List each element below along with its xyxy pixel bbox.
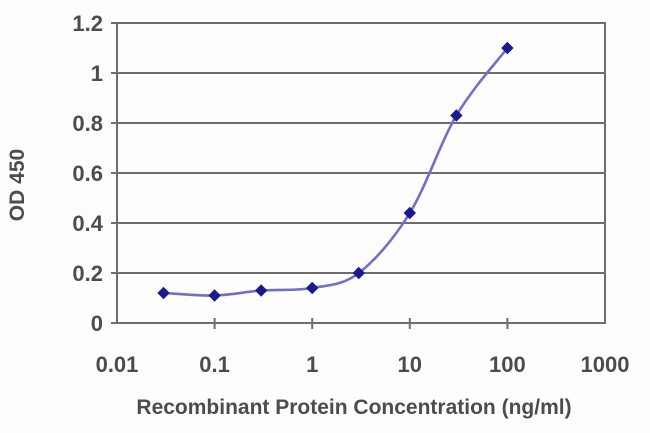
data-point-marker: [305, 281, 319, 295]
data-point-marker: [157, 286, 170, 300]
x-tick-label: 1: [306, 352, 318, 377]
gridlines: [117, 72, 605, 274]
data-series-line: [163, 47, 509, 297]
y-tick-label: 1: [91, 61, 103, 86]
x-axis-title: Recombinant Protein Concentration (ng/ml…: [136, 396, 571, 419]
x-tick-label: 100: [489, 352, 526, 377]
data-point-marker: [352, 266, 365, 280]
data-point-marker: [450, 109, 463, 122]
y-tick-label: 0.2: [72, 261, 103, 286]
y-tick-label: 0.8: [72, 111, 103, 136]
data-point-markers: [157, 41, 514, 302]
y-tick-label: 0.6: [72, 161, 103, 186]
y-tick-label: 0.4: [72, 211, 103, 236]
x-tick-label: 0.01: [96, 352, 139, 377]
x-axis-tick-labels: 0.01 0.1 1 10 100 1000: [96, 352, 630, 377]
data-point-marker: [501, 41, 514, 55]
y-tick-label: 1.2: [72, 11, 103, 36]
data-point-marker: [254, 284, 268, 297]
x-tick-label: 1000: [581, 352, 630, 377]
y-axis-tick-labels: 0 0.2 0.4 0.6 0.8 1 1.2: [72, 11, 103, 336]
x-tick-label: 0.1: [199, 352, 230, 377]
y-tick-label: 0: [91, 311, 103, 336]
data-point-marker: [403, 206, 417, 220]
y-axis-title: OD 450: [6, 149, 29, 221]
plot-border: [116, 22, 606, 324]
axis-ticks: [111, 22, 509, 329]
data-point-marker: [208, 289, 221, 302]
x-tick-label: 10: [398, 352, 422, 377]
